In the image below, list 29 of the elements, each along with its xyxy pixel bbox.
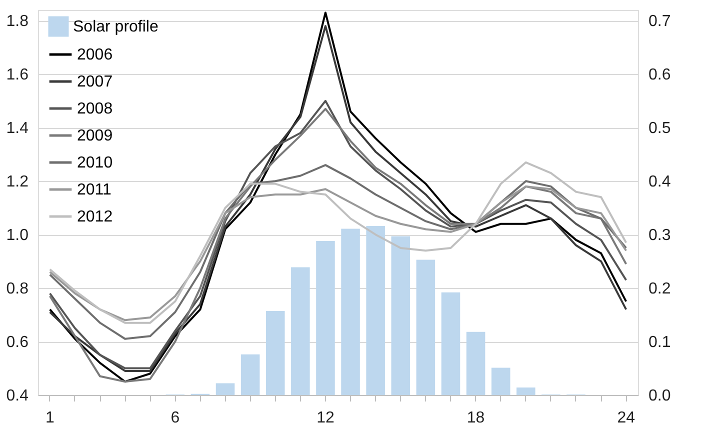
legend-label: 2009 — [77, 128, 113, 144]
y2-tick-label: 0.2 — [648, 280, 671, 298]
y2-tick-label: 0.1 — [648, 334, 671, 352]
x-tick-label: 12 — [316, 410, 334, 426]
x-tick-label: 1 — [45, 410, 54, 426]
y2-tick-label: 0.7 — [648, 13, 671, 30]
x-tick-label: 6 — [170, 410, 180, 426]
legend-label: 2012 — [77, 208, 113, 226]
legend-label: Solar profile — [73, 18, 158, 36]
y-tick-label: 1.8 — [6, 13, 29, 30]
y-tick-label: 1.0 — [6, 227, 29, 244]
x-tick-label: 18 — [466, 410, 485, 426]
legend-label: 2008 — [77, 100, 113, 118]
y-tick-label: 1.4 — [6, 120, 29, 138]
legend-label: 2010 — [77, 154, 113, 172]
x-tick-label: 24 — [617, 410, 636, 426]
y-tick-label: 1.2 — [6, 174, 29, 191]
y2-tick-label: 0.6 — [648, 66, 671, 84]
y-tick-label: 0.6 — [6, 334, 29, 352]
y2-tick-label: 0.4 — [648, 174, 671, 191]
y-tick-label: 0.8 — [6, 280, 29, 298]
y2-tick-label: 0.0 — [648, 388, 671, 404]
y-tick-label: 1.6 — [6, 66, 29, 84]
legend-label: 2011 — [77, 182, 112, 198]
legend-label: 2006 — [77, 46, 113, 64]
legend-label: 2007 — [77, 74, 113, 90]
y2-tick-label: 0.3 — [648, 227, 671, 244]
y2-tick-label: 0.5 — [648, 120, 671, 138]
y-tick-label: 0.4 — [6, 388, 29, 404]
